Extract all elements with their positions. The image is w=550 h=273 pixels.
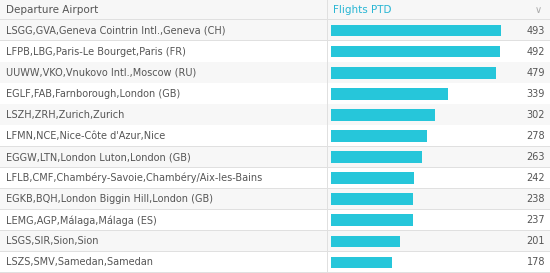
Bar <box>327 20 328 41</box>
Bar <box>0 146 550 147</box>
Text: 263: 263 <box>526 152 545 162</box>
Bar <box>0 251 550 252</box>
Text: 302: 302 <box>526 110 545 120</box>
Text: UUWW,VKO,Vnukovo Intl.,Moscow (RU): UUWW,VKO,Vnukovo Intl.,Moscow (RU) <box>6 68 196 78</box>
Bar <box>331 215 412 226</box>
Bar <box>331 67 496 79</box>
Bar <box>327 41 328 62</box>
Text: Departure Airport: Departure Airport <box>6 5 98 15</box>
Text: LFPB,LBG,Paris-Le Bourget,Paris (FR): LFPB,LBG,Paris-Le Bourget,Paris (FR) <box>6 47 186 57</box>
Bar <box>0 252 550 273</box>
Bar <box>331 88 448 100</box>
Bar <box>0 83 550 104</box>
Bar <box>0 167 550 168</box>
Text: LFMN,NCE,Nice-Côte d'Azur,Nice: LFMN,NCE,Nice-Côte d'Azur,Nice <box>6 131 165 141</box>
Bar <box>0 19 550 20</box>
Bar <box>327 147 328 168</box>
Text: 242: 242 <box>526 173 545 183</box>
Text: 238: 238 <box>526 194 545 204</box>
Bar <box>0 104 550 125</box>
Bar <box>327 210 328 231</box>
Bar <box>331 193 413 205</box>
Bar <box>0 125 550 147</box>
Bar <box>0 41 550 62</box>
Bar <box>327 168 328 189</box>
Bar <box>0 188 550 189</box>
Text: Flights PTD: Flights PTD <box>333 5 392 15</box>
Bar <box>327 83 328 104</box>
Bar <box>327 104 328 125</box>
Bar <box>0 231 550 252</box>
Bar <box>0 209 550 210</box>
Text: 237: 237 <box>526 215 545 225</box>
Text: 492: 492 <box>526 47 545 57</box>
Text: EGLF,FAB,Farnborough,London (GB): EGLF,FAB,Farnborough,London (GB) <box>6 89 180 99</box>
Bar <box>0 210 550 231</box>
Text: ∨: ∨ <box>535 5 542 15</box>
Bar <box>331 172 415 184</box>
Text: 178: 178 <box>526 257 545 268</box>
Text: EGKB,BQH,London Biggin Hill,London (GB): EGKB,BQH,London Biggin Hill,London (GB) <box>6 194 213 204</box>
Bar <box>327 189 328 210</box>
Text: LEMG,AGP,Málaga,Málaga (ES): LEMG,AGP,Málaga,Málaga (ES) <box>6 215 157 225</box>
Bar <box>327 125 328 147</box>
Bar <box>331 257 393 268</box>
Bar <box>0 272 550 273</box>
Bar <box>0 0 550 20</box>
Bar <box>327 62 328 83</box>
Bar <box>331 46 500 57</box>
Text: 479: 479 <box>526 68 545 78</box>
Text: LSGS,SIR,Sion,Sion: LSGS,SIR,Sion,Sion <box>6 236 98 246</box>
Text: EGGW,LTN,London Luton,London (GB): EGGW,LTN,London Luton,London (GB) <box>6 152 191 162</box>
Bar <box>331 109 435 121</box>
Bar <box>0 20 550 41</box>
Text: 201: 201 <box>526 236 545 246</box>
Text: LSZS,SMV,Samedan,Samedan: LSZS,SMV,Samedan,Samedan <box>6 257 153 268</box>
Bar <box>327 0 328 20</box>
Text: 493: 493 <box>527 26 545 35</box>
Bar <box>0 230 550 231</box>
Bar <box>331 25 500 36</box>
Bar <box>0 40 550 41</box>
Bar <box>0 62 550 83</box>
Text: LSGG,GVA,Geneva Cointrin Intl.,Geneva (CH): LSGG,GVA,Geneva Cointrin Intl.,Geneva (C… <box>6 26 226 35</box>
Bar <box>331 236 400 247</box>
Bar <box>331 151 422 163</box>
Bar <box>0 168 550 189</box>
Bar <box>327 231 328 252</box>
Bar <box>0 189 550 210</box>
Text: 278: 278 <box>526 131 545 141</box>
Text: LFLB,CMF,Chambéry-Savoie,Chambéry/Aix-les-Bains: LFLB,CMF,Chambéry-Savoie,Chambéry/Aix-le… <box>6 173 262 183</box>
Bar <box>0 147 550 168</box>
Bar <box>331 130 427 142</box>
Text: LSZH,ZRH,Zurich,Zurich: LSZH,ZRH,Zurich,Zurich <box>6 110 124 120</box>
Text: 339: 339 <box>527 89 545 99</box>
Bar <box>327 252 328 273</box>
